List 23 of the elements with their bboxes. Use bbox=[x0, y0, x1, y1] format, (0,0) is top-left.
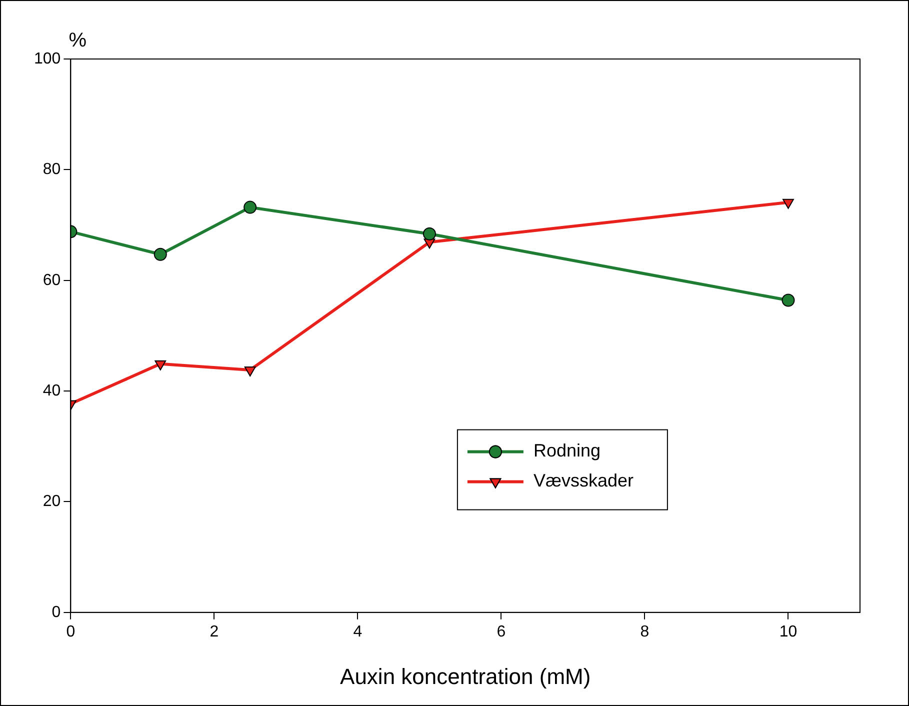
y-tick-label: 40 bbox=[42, 382, 61, 400]
x-tick-label: 8 bbox=[640, 623, 650, 640]
point bbox=[244, 366, 256, 377]
point bbox=[422, 227, 436, 240]
point bbox=[154, 360, 166, 370]
point bbox=[782, 294, 795, 307]
x-tick-label: 6 bbox=[496, 623, 506, 640]
x-axis-title: Auxin koncentration (mM) bbox=[340, 664, 591, 689]
y-tick-label: 20 bbox=[42, 493, 61, 510]
y-tick-label: 80 bbox=[42, 161, 61, 178]
x-tick-label: 10 bbox=[779, 623, 798, 640]
point bbox=[782, 198, 794, 209]
y-tick-label: 0 bbox=[52, 604, 61, 621]
point bbox=[244, 200, 257, 214]
x-tick-label: 2 bbox=[210, 623, 219, 640]
y-axis-title: % bbox=[68, 30, 87, 52]
legend-label: Rodning bbox=[533, 440, 601, 461]
y-tick-label: 100 bbox=[34, 50, 61, 68]
point bbox=[154, 248, 167, 261]
y-tick-label: 60 bbox=[42, 272, 61, 289]
x-tick-label: 0 bbox=[66, 623, 76, 640]
legend-label: Vævsskader bbox=[533, 470, 634, 491]
x-tick-label: 4 bbox=[353, 623, 362, 640]
